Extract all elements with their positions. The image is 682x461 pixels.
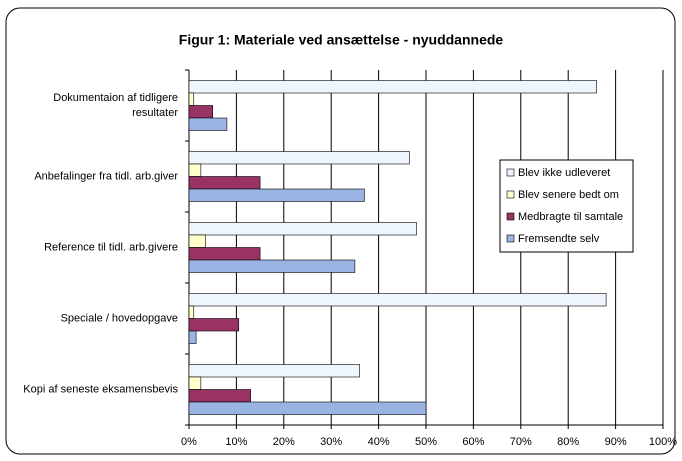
- x-tick-label: 40%: [368, 436, 390, 448]
- bar: [188, 222, 417, 236]
- x-tick-label: 60%: [462, 436, 484, 448]
- bar: [188, 176, 261, 190]
- legend-label: Medbragte til samtale: [518, 211, 623, 223]
- bar: [188, 105, 214, 119]
- legend-label: Fremsendte selv: [518, 233, 600, 245]
- y-tick-label: Kopi af seneste eksamensbevis: [23, 383, 178, 395]
- x-tick-label: 10%: [225, 436, 247, 448]
- bar: [188, 330, 197, 344]
- bar: [188, 92, 195, 106]
- bar: [188, 80, 597, 94]
- x-tick-label: 80%: [557, 436, 579, 448]
- bar: [188, 234, 206, 248]
- bar: [188, 305, 195, 319]
- legend-swatch: [506, 234, 515, 243]
- x-tick-label: 20%: [273, 436, 295, 448]
- legend-swatch: [506, 212, 515, 221]
- y-tick-label: Speciale / hovedopgave: [61, 312, 178, 324]
- bar: [188, 163, 202, 177]
- y-tick-label: Reference til tidl. arb.givere: [44, 241, 178, 253]
- bar: [188, 364, 360, 378]
- legend-box: [499, 159, 634, 253]
- bar: [188, 376, 202, 390]
- bar: [188, 293, 607, 307]
- legend-label: Blev senere bedt om: [518, 189, 619, 201]
- legend-label: Blev ikke udleveret: [518, 167, 610, 179]
- bar: [188, 117, 228, 131]
- legend-swatch: [506, 168, 515, 177]
- x-tick-label: 100%: [649, 436, 677, 448]
- bar: [188, 247, 261, 261]
- x-tick-label: 90%: [605, 436, 627, 448]
- bar: [188, 401, 427, 415]
- chart-title: Figur 1: Materiale ved ansættelse - nyud…: [179, 32, 504, 48]
- bar: [188, 318, 240, 332]
- x-tick-label: 30%: [320, 436, 342, 448]
- x-tick-label: 70%: [510, 436, 532, 448]
- bar: [188, 188, 365, 202]
- bar: [188, 389, 251, 403]
- y-tick-label: Dokumentaion af tidligere resultater: [53, 92, 178, 119]
- y-tick-label: Anbefalinger fra tidl. arb.giver: [34, 170, 178, 182]
- x-tick-label: 0%: [181, 436, 197, 448]
- bar: [188, 259, 356, 273]
- bar: [188, 151, 410, 165]
- x-tick-label: 50%: [415, 436, 437, 448]
- legend-swatch: [506, 190, 515, 199]
